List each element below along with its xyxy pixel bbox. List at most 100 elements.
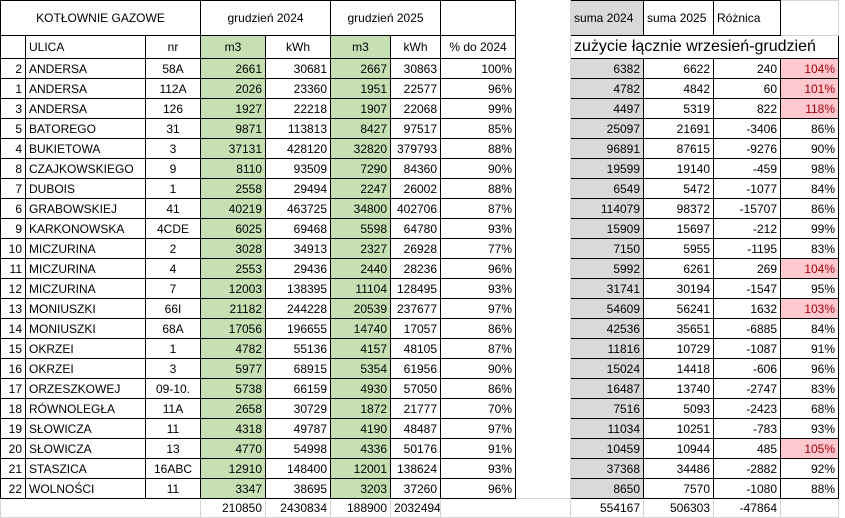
data-cell: 54609 <box>570 298 645 319</box>
row: 10 MICZURINA 2 3028 34913 2327 26928 77% 7150 595… <box>0 238 840 259</box>
data-cell: 14418 <box>643 358 715 379</box>
data-cell: 113813 <box>265 118 332 139</box>
row: ULICA nr m3 kWh m3 kWh% do 2024 zużycie łączni… <box>0 35 840 59</box>
data-cell: 40219 <box>200 198 267 219</box>
data-cell: 402706 <box>390 198 442 219</box>
data-cell: 5992 <box>570 258 645 279</box>
data-cell: 105% <box>780 438 840 459</box>
data-cell: 17056 <box>200 318 267 339</box>
data-cell: 31 <box>144 118 202 139</box>
data-cell: 1927 <box>200 98 267 119</box>
data-cell: 14 <box>0 318 26 339</box>
gap-cell <box>515 238 572 259</box>
data-cell: 6261 <box>643 258 715 279</box>
data-cell: 1907 <box>330 98 392 119</box>
data-cell: CZAJKOWSKIEGO <box>25 158 146 179</box>
data-cell: 4 <box>0 138 26 159</box>
data-cell: 2327 <box>330 238 392 259</box>
data-cell: 6025 <box>200 218 267 239</box>
data-cell: 104% <box>780 258 840 279</box>
data-cell: 84% <box>780 178 840 199</box>
data-cell: 8427 <box>330 118 392 139</box>
gap-cell <box>515 418 572 439</box>
data-cell: OKRZEI <box>25 358 146 379</box>
data-cell: 21 <box>0 458 26 479</box>
data-cell: 10729 <box>643 338 715 359</box>
data-cell: 87% <box>440 198 517 219</box>
data-cell: 6622 <box>643 58 715 79</box>
data-cell: 22068 <box>390 98 442 119</box>
data-cell: 196655 <box>265 318 332 339</box>
empty-cell <box>780 0 840 36</box>
gap-cell <box>515 178 572 199</box>
data-cell: 6 <box>0 198 26 219</box>
total-cell: 2032494 <box>390 498 442 518</box>
data-cell: 14740 <box>330 318 392 339</box>
row: 6 GRABOWSKIEJ 41 40219 463725 34800 402706 87% 1… <box>0 198 840 219</box>
data-cell: 83% <box>780 238 840 259</box>
gap-cell <box>515 198 572 219</box>
data-cell: 21777 <box>390 398 442 419</box>
data-cell: OKRZEI <box>25 338 146 359</box>
data-cell: 70% <box>440 398 517 419</box>
data-cell: 98372 <box>643 198 715 219</box>
sum-header: suma 2025 <box>643 0 715 36</box>
data-cell: 91% <box>780 338 840 359</box>
data-cell: 2658 <box>200 398 267 419</box>
data-cell: 7516 <box>570 398 645 419</box>
data-cell: 37260 <box>390 478 442 499</box>
row: KOTŁOWNIE GAZOWE grudzień 2024 grudzień 20… <box>0 0 840 36</box>
data-cell: 2 <box>0 58 26 79</box>
data-cell: 22577 <box>390 78 442 99</box>
data-cell: 57050 <box>390 378 442 399</box>
data-cell: 22218 <box>265 98 332 119</box>
gap-cell <box>515 438 572 459</box>
column-header: % do 2024 <box>440 35 517 59</box>
data-cell: ANDERSA <box>25 78 146 99</box>
gap-cell <box>515 0 572 36</box>
row: 12 MICZURINA 7 12003 138395 11104 128495 93% 317… <box>0 278 840 299</box>
data-cell: 1 <box>0 78 26 99</box>
data-cell: 19140 <box>643 158 715 179</box>
gap-cell <box>515 138 572 159</box>
data-cell: MONIUSZKI <box>25 318 146 339</box>
data-cell: 7 <box>0 178 26 199</box>
data-cell: 26002 <box>390 178 442 199</box>
data-cell: 85% <box>440 118 517 139</box>
data-cell: 118% <box>780 98 840 119</box>
data-cell: 30194 <box>643 278 715 299</box>
data-cell: 3203 <box>330 478 392 499</box>
data-cell: 68% <box>780 398 840 419</box>
data-cell: 2667 <box>330 58 392 79</box>
data-cell: 4 <box>144 258 202 279</box>
data-cell: 9 <box>144 158 202 179</box>
summary-header: zużycie łącznie wrzesień-grudzień <box>570 35 840 59</box>
gap-cell <box>515 298 572 319</box>
data-cell: 93% <box>440 218 517 239</box>
data-cell: 93% <box>440 458 517 479</box>
data-cell: 269 <box>713 258 782 279</box>
data-cell: ANDERSA <box>25 98 146 119</box>
data-cell: 4157 <box>330 338 392 359</box>
data-cell: 96891 <box>570 138 645 159</box>
data-cell: 5738 <box>200 378 267 399</box>
data-cell: 22 <box>0 478 26 499</box>
data-cell: 1 <box>144 338 202 359</box>
data-cell: 2 <box>144 238 202 259</box>
data-cell: 18 <box>0 398 26 419</box>
data-cell: 2026 <box>200 78 267 99</box>
data-cell: 88% <box>780 478 840 499</box>
data-cell: 20 <box>0 438 26 459</box>
row: 4 BUKIETOWA 3 37131 428120 32820 379793 88% 9689… <box>0 138 840 159</box>
data-cell: MONIUSZKI <box>25 298 146 319</box>
data-cell: 4336 <box>330 438 392 459</box>
data-cell: -2423 <box>713 398 782 419</box>
data-cell: 68915 <box>265 358 332 379</box>
gap-cell <box>515 118 572 139</box>
data-cell: ORZESZKOWEJ <box>25 378 146 399</box>
data-cell: 4930 <box>330 378 392 399</box>
row: 13 MONIUSZKI 66I 21182 244228 20539 237677 97% 5… <box>0 298 840 319</box>
data-cell: 13 <box>0 298 26 319</box>
